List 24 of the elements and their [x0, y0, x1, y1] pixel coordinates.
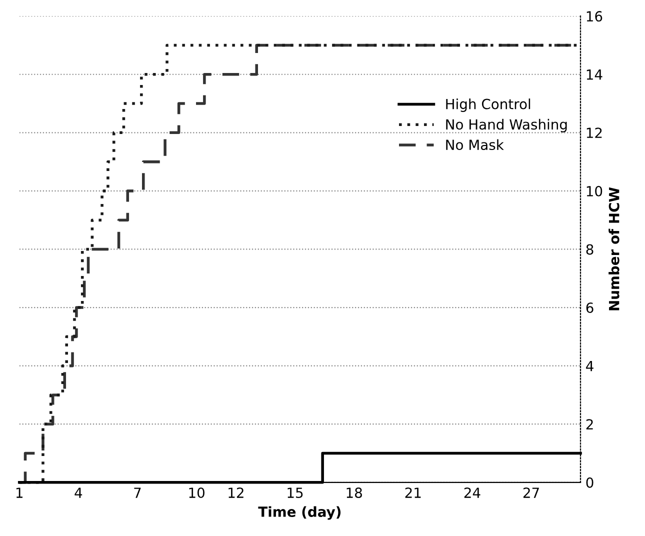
y-tick-label: 6	[586, 302, 594, 314]
x-tick-label: 10	[189, 488, 204, 498]
legend-label: No Hand Washing	[446, 118, 567, 132]
x-tick-label: 12	[228, 488, 244, 498]
x-tick-label: 15	[288, 488, 303, 498]
x-tick-label: 7	[134, 488, 141, 498]
y-tick-label: 0	[586, 477, 594, 488]
x-tick-label: 1	[16, 488, 22, 498]
y-tick-label: 2	[586, 419, 593, 430]
y-axis-title: Number of HCW	[608, 187, 620, 310]
y-tick-label: 14	[586, 70, 602, 80]
legend-label: No Mask	[446, 139, 504, 150]
x-tick-label: 27	[523, 488, 539, 498]
y-tick-label: 4	[586, 360, 594, 372]
x-axis-title: Time (day)	[258, 506, 341, 520]
x-tick-label: 4	[74, 488, 82, 498]
y-tick-label: 10	[586, 186, 602, 196]
x-tick-label: 21	[405, 488, 421, 498]
x-tick-label: 24	[464, 488, 480, 498]
y-tick-label: 8	[586, 244, 594, 255]
x-tick-label: 18	[346, 488, 362, 498]
y-tick-label: 16	[586, 11, 602, 22]
legend-label: High Control	[446, 98, 530, 112]
y-tick-label: 12	[586, 128, 602, 138]
